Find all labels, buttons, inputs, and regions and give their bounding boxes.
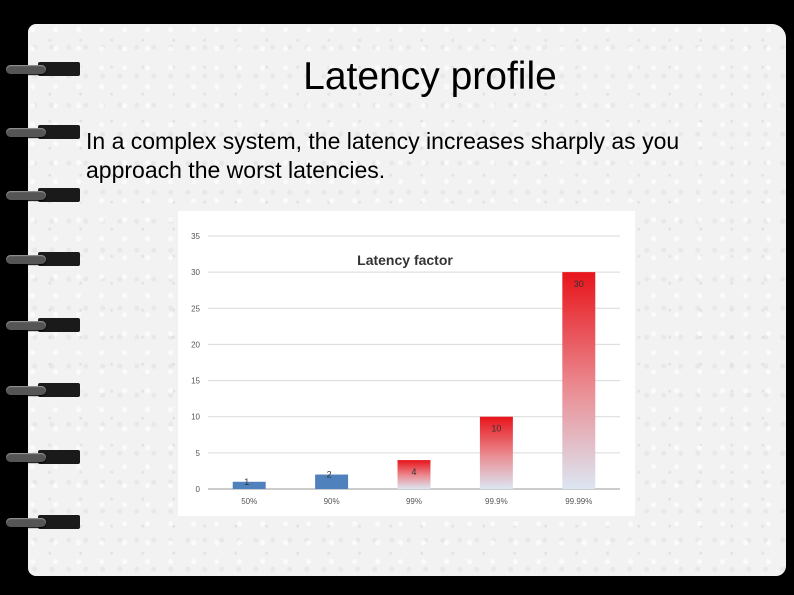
data-label: 10 <box>491 424 501 434</box>
y-tick-label: 15 <box>191 377 200 386</box>
x-tick-label: 90% <box>324 497 340 506</box>
chart-y-ticks: 0 5 10 15 20 25 30 35 <box>191 232 200 494</box>
slide-body-text: In a complex system, the latency increas… <box>86 128 680 183</box>
x-tick-label: 99.99% <box>565 497 592 506</box>
y-tick-label: 0 <box>196 485 201 494</box>
data-label: 1 <box>244 477 249 487</box>
y-tick-label: 30 <box>191 268 200 277</box>
x-tick-label: 99% <box>406 497 422 506</box>
bar <box>562 272 596 489</box>
data-label: 4 <box>411 467 416 477</box>
binder-ring <box>6 383 80 397</box>
binder-ring <box>6 450 80 464</box>
y-tick-label: 5 <box>196 449 201 458</box>
x-tick-label: 99.9% <box>485 497 508 506</box>
y-tick-label: 25 <box>191 304 200 313</box>
bar <box>397 460 431 489</box>
data-label: 2 <box>327 470 332 480</box>
binder-ring <box>6 62 80 76</box>
chart-gridlines <box>208 235 620 490</box>
chart-x-ticks: 50% 90% 99% 99.9% 99.99% <box>241 497 592 506</box>
chart-data-labels: 1 2 4 10 30 <box>244 279 584 487</box>
binder-ring <box>6 125 80 139</box>
binder-ring <box>6 515 80 529</box>
bar <box>232 481 266 489</box>
slide-title: Latency profile <box>303 55 557 98</box>
binder-ring <box>6 252 80 266</box>
chart-bars <box>232 272 596 489</box>
binder-ring <box>6 188 80 202</box>
binder-ring <box>6 318 80 332</box>
y-tick-label: 10 <box>191 413 200 422</box>
bar <box>315 474 349 489</box>
bar <box>479 416 513 489</box>
y-tick-label: 20 <box>191 340 200 349</box>
data-label: 30 <box>574 279 584 289</box>
x-tick-label: 50% <box>241 497 257 506</box>
y-tick-label: 35 <box>191 232 200 241</box>
chart-title: Latency factor <box>357 252 453 268</box>
